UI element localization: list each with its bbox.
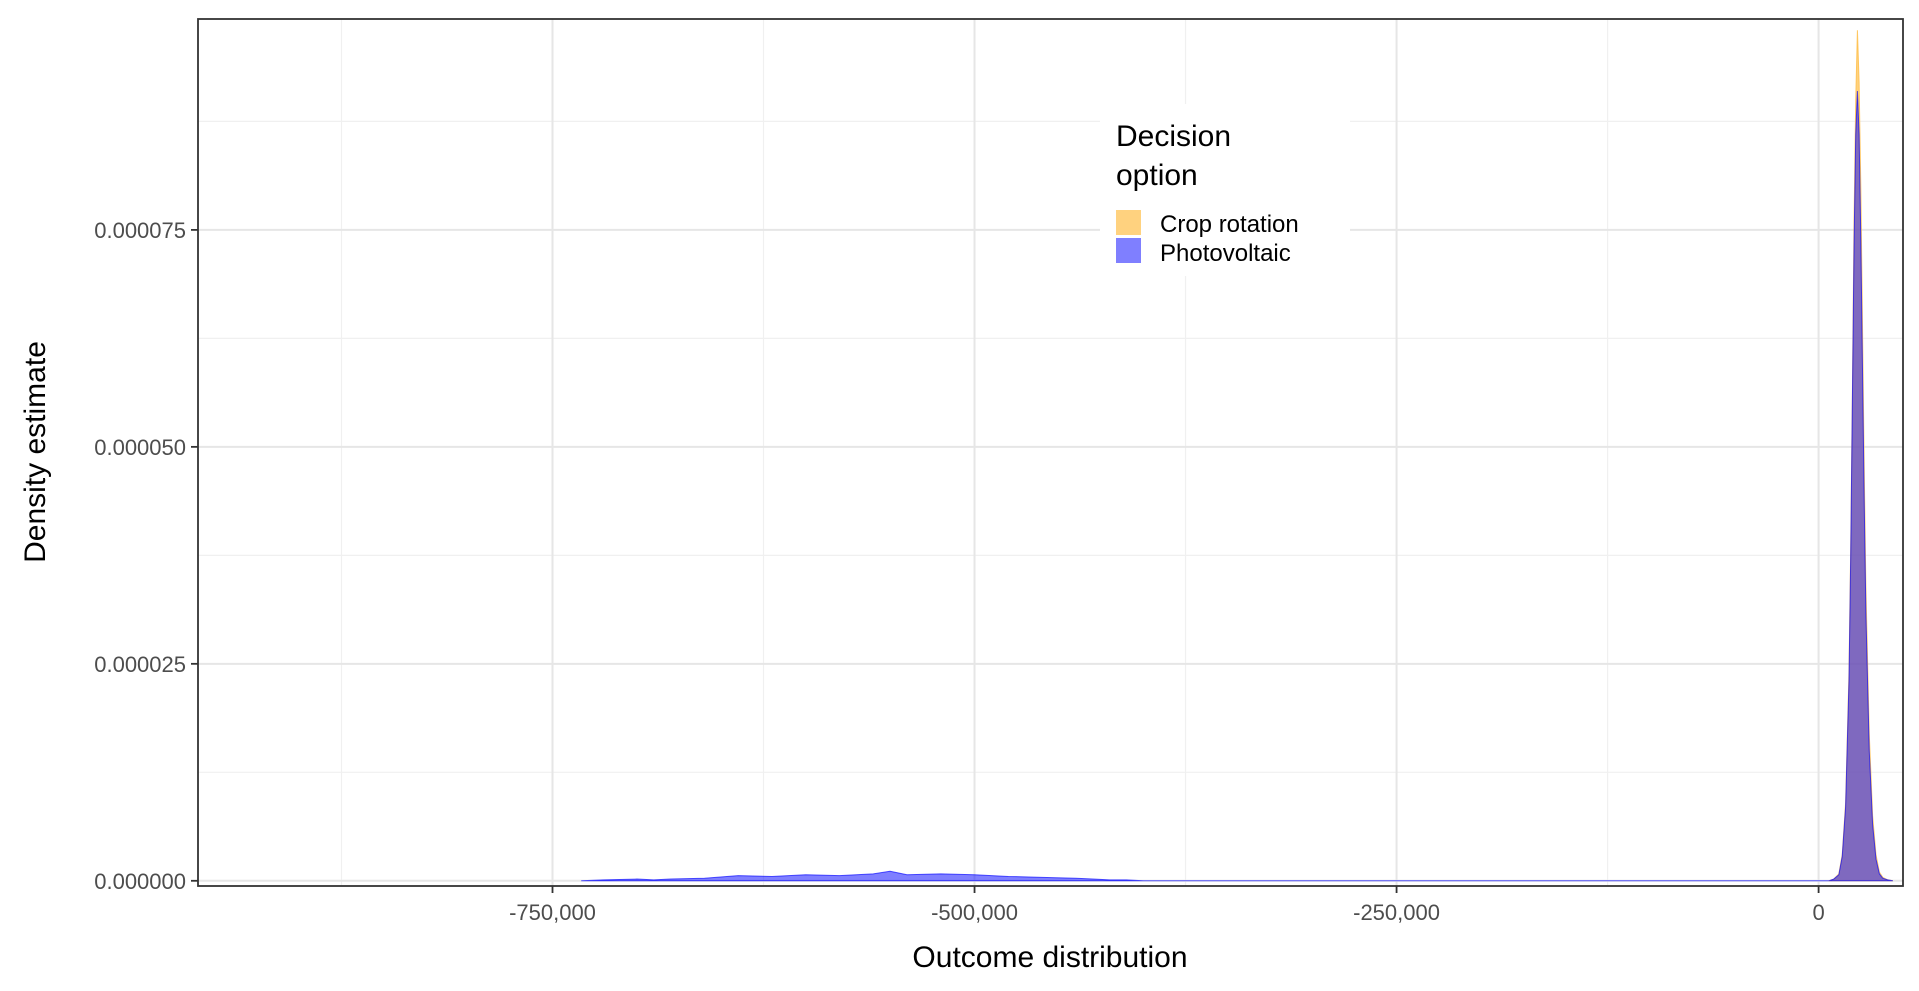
y-tick-label-3: 0.000075 [94,218,186,243]
y-tick-label-1: 0.000025 [94,652,186,677]
y-tick-label-0: 0.000000 [94,869,186,894]
x-tick-label-3: 0 [1812,900,1824,925]
y-tick-label-2: 0.000050 [94,435,186,460]
plot-panel-background [198,19,1903,886]
legend-key-crop-rotation [1116,210,1141,235]
legend-key-photovoltaic [1116,238,1141,263]
y-axis: 0.000000 0.000025 0.000050 0.000075 [94,218,198,894]
legend-label-photovoltaic: Photovoltaic [1160,240,1291,267]
plot-panel-border [197,18,1904,887]
legend-title-line-2: option [1116,159,1198,192]
legend-title-line-1: Decision [1116,120,1231,153]
density-area-photovoltaic [581,91,1893,882]
legend-label-crop-rotation: Crop rotation [1160,211,1299,238]
y-axis-title: Density estimate [19,341,52,563]
legend-background [1100,104,1350,276]
legend: Decision option Crop rotation Photovolta… [1100,104,1350,276]
x-tick-label-2: -250,000 [1353,900,1440,925]
x-tick-label-0: -750,000 [509,900,596,925]
x-axis: -750,000 -500,000 -250,000 0 [509,886,1825,925]
x-axis-title: Outcome distribution [912,941,1187,974]
x-tick-label-1: -500,000 [931,900,1018,925]
density-series-layer [581,30,1893,882]
